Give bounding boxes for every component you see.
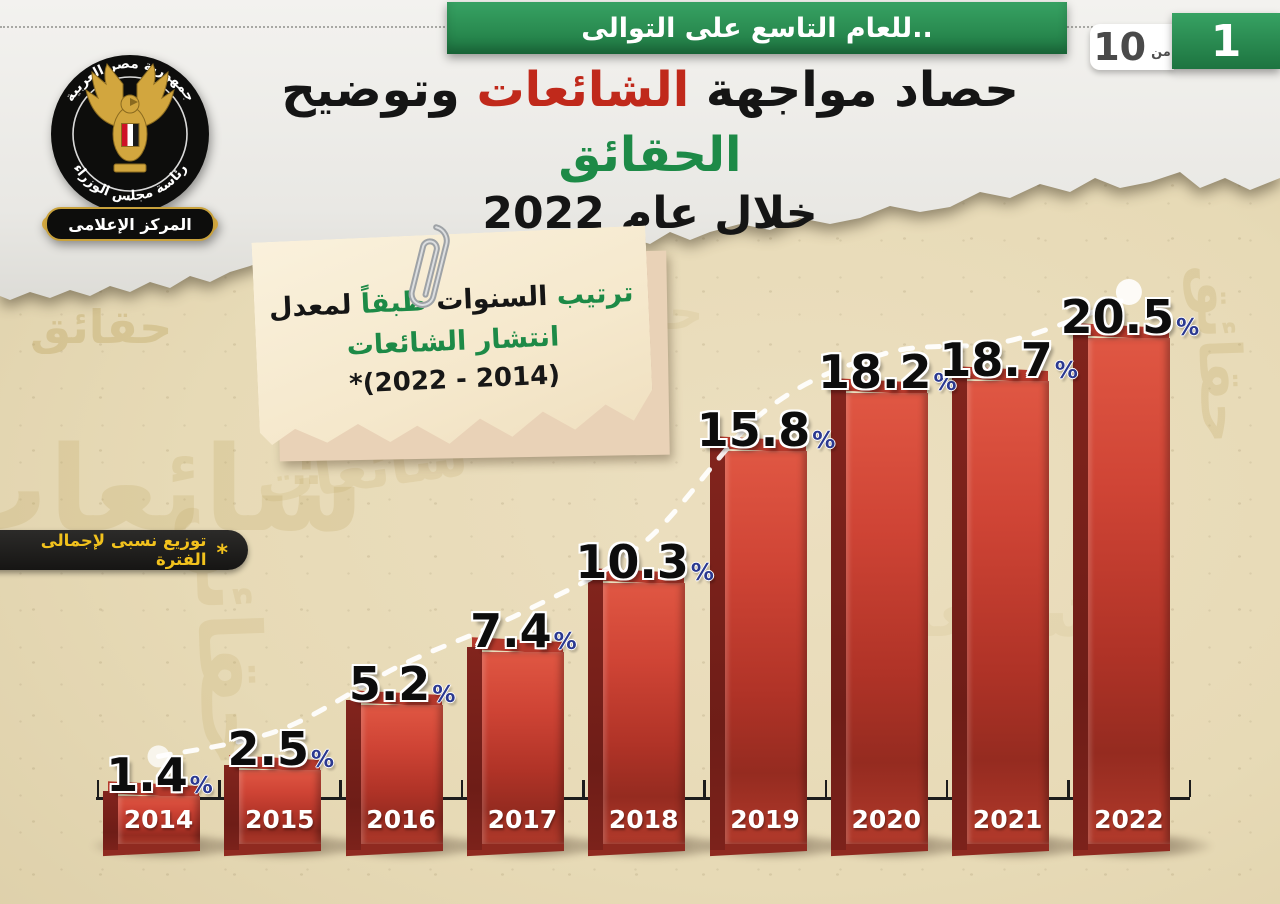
bar-year-label: 2017 [487, 804, 558, 834]
axis-tick [824, 780, 828, 797]
bar-2020: 2020 [830, 378, 928, 857]
axis-tick [1067, 780, 1070, 797]
percent-sign: % [553, 629, 577, 656]
percent-sign: % [812, 427, 836, 454]
axis-tick [582, 780, 585, 797]
value-number: 1.4 [106, 748, 188, 803]
bar-year-label: 2016 [366, 804, 436, 834]
footnote-badge: * توزيع نسبى لإجمالى الفترة [0, 530, 248, 570]
axis-tick [218, 780, 221, 797]
bar-front-face [239, 770, 322, 844]
page-current-box: 1 [1172, 13, 1280, 69]
footnote-asterisk: * [216, 540, 228, 566]
ribbon-text: للعام التاسع على التوالى.. [581, 12, 933, 44]
bar-front-face [1088, 338, 1171, 844]
bar-year-label: 2020 [851, 804, 922, 834]
percent-sign: % [432, 682, 456, 709]
bar-left-face [709, 445, 725, 850]
bar-left-face [224, 765, 240, 850]
bar-2014: 2014 [103, 781, 200, 857]
page-total: 10 [1093, 25, 1147, 69]
bar-year-label: 2022 [1094, 805, 1164, 834]
bar-value-label: 5.2% [306, 657, 496, 711]
percent-sign: % [189, 773, 213, 800]
text-segment-0: حصاد مواجهة [689, 62, 1019, 118]
bar-value-label: 1.4% [64, 748, 254, 802]
value-number: 7.4 [470, 604, 552, 659]
text-segment-3: لمعدل [268, 289, 353, 324]
bar-year-label: 2014 [123, 804, 194, 834]
percent-sign: % [690, 559, 714, 586]
flag-shield [121, 123, 140, 147]
axis-tick [339, 780, 342, 797]
text-segment-2: وتوضيح [281, 62, 477, 118]
logo-ribbon: المركز الإعلامى [42, 207, 218, 241]
bar-year-label: 2018 [608, 804, 679, 834]
bar-front-face [967, 381, 1050, 844]
bar-front-face [724, 450, 807, 844]
value-number: 2.5 [227, 722, 310, 776]
page-indicator-tab: من 10 [1090, 24, 1174, 70]
percent-sign: % [1176, 315, 1200, 341]
torn-paper-top [0, 0, 1280, 300]
government-logo: جمهورية مصر العربية رئاسة مجلس الوزراء ا [42, 55, 218, 241]
axis-tick [703, 780, 706, 797]
text-segment-3: الحقائق [558, 126, 742, 183]
bar-value-label: 7.4% [427, 604, 617, 658]
bar-2022: 2022 [1073, 323, 1171, 857]
bar-2015: 2015 [224, 755, 322, 857]
text-segment-1: الشائعات [476, 62, 690, 118]
top-ribbon: للعام التاسع على التوالى.. [447, 2, 1067, 54]
axis-tick [945, 780, 949, 797]
percent-sign: % [311, 747, 335, 773]
main-title: حصاد مواجهة الشائعات وتوضيح الحقائق خلال… [210, 58, 1090, 240]
title-line2: خلال عام 2022 [482, 187, 818, 239]
bar-left-face [1073, 333, 1089, 850]
page-current: 1 [1210, 15, 1242, 67]
bar-value-label: 15.8% [670, 403, 860, 457]
footnote-text: توزيع نسبى لإجمالى الفترة [40, 531, 207, 569]
bar-left-face [830, 388, 846, 850]
bar-2019: 2019 [709, 436, 807, 857]
bar-value-label: 2.5% [185, 722, 375, 776]
value-number: 15.8 [696, 402, 811, 457]
bar-year-label: 2021 [972, 804, 1043, 834]
bar-2021: 2021 [952, 366, 1050, 857]
bar-left-face [952, 376, 968, 850]
bar-year-label: 2019 [730, 804, 800, 834]
bar-front-face [845, 393, 928, 844]
percent-sign: % [1054, 358, 1078, 385]
page-of-label: من [1151, 44, 1171, 60]
bar-front-face [118, 796, 200, 844]
title-line1: حصاد مواجهة الشائعات وتوضيح الحقائق [210, 58, 1090, 188]
bar-year-label: 2015 [245, 805, 315, 834]
value-number: 5.2 [348, 657, 431, 712]
axis-tick [460, 780, 464, 797]
bar-left-face [103, 791, 118, 850]
bar-value-label: 10.3% [549, 535, 739, 589]
axis-tick [96, 780, 100, 797]
axis-tick [1188, 780, 1191, 797]
text-segment-0: ترتيب [546, 277, 635, 312]
eagle-emblem [85, 63, 175, 173]
logo-center-text: المركز الإعلامى [68, 215, 192, 234]
value-number: 10.3 [575, 534, 689, 589]
paperclip-icon [408, 224, 450, 308]
